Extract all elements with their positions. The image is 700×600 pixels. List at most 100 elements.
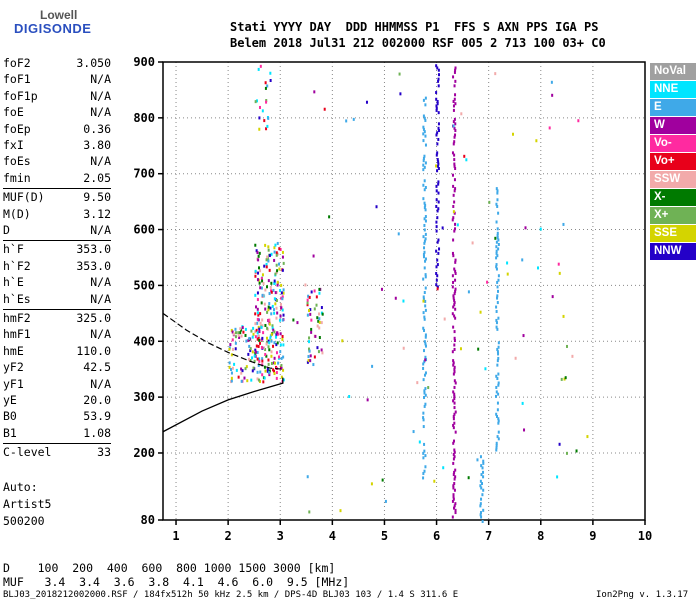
trace-point	[497, 211, 500, 215]
trace-point	[423, 228, 426, 232]
trace-point	[453, 488, 456, 492]
echo-point	[267, 279, 270, 283]
trace-point	[496, 414, 499, 418]
trace-point	[437, 129, 440, 133]
trace-point	[424, 143, 427, 147]
echo-point	[263, 264, 266, 268]
trace-point	[453, 162, 456, 166]
echo-point	[321, 312, 324, 316]
param-value: N/A	[90, 88, 111, 103]
echo-point	[467, 290, 470, 294]
echo-point	[275, 371, 278, 375]
param-row: h`Es N/A	[3, 292, 111, 308]
trace-point	[452, 414, 455, 418]
trace-point	[453, 455, 456, 459]
echo-point	[521, 258, 524, 262]
echo-point	[281, 255, 284, 259]
echo-point	[282, 261, 285, 265]
param-row: yF1 N/A	[3, 377, 111, 393]
trace-point	[452, 390, 455, 394]
echo-point	[278, 318, 281, 322]
echo-point	[239, 327, 242, 331]
echo-point	[256, 251, 259, 255]
trace-point	[452, 497, 455, 501]
trace-point	[452, 193, 455, 197]
echo-point	[275, 306, 278, 310]
trace-point	[437, 238, 440, 242]
echo-point	[282, 355, 285, 359]
echo-point	[275, 316, 278, 320]
echo-point	[261, 359, 264, 363]
y-tick-label: 300	[133, 390, 155, 404]
trace-point	[422, 168, 425, 172]
echo-point	[306, 360, 309, 364]
param-row: yF2 42.5	[3, 360, 111, 376]
param-key: h`F	[3, 242, 24, 257]
trace-point	[495, 446, 498, 450]
trace-point	[453, 126, 456, 130]
param-row: B0 53.9	[3, 409, 111, 425]
echo-point	[255, 344, 258, 348]
trace-point	[454, 410, 457, 414]
trace-point	[436, 131, 439, 135]
echo-point	[443, 317, 446, 321]
echo-point	[231, 347, 234, 351]
echo-point	[270, 281, 273, 285]
trace-point	[454, 129, 457, 133]
param-value: 325.0	[76, 311, 111, 325]
trace-point	[480, 482, 483, 486]
trace-point	[496, 435, 499, 439]
echo-point	[270, 350, 273, 354]
trace-point	[422, 378, 425, 382]
echo-point	[315, 303, 318, 307]
trace-point	[436, 285, 439, 289]
trace-point	[423, 266, 426, 270]
echo-point	[488, 200, 491, 204]
trace-point	[437, 182, 440, 186]
trace-point	[451, 151, 454, 155]
param-value: 3.12	[83, 206, 111, 221]
trace-point	[422, 235, 425, 239]
echo-point	[564, 376, 567, 380]
echo-point	[539, 227, 542, 231]
echo-point	[463, 154, 466, 158]
echo-point	[308, 340, 311, 344]
trace-point	[423, 239, 426, 243]
echo-point	[310, 318, 313, 322]
trace-point	[496, 327, 499, 331]
echo-point	[242, 330, 245, 334]
trace-point	[424, 333, 427, 337]
echo-point	[267, 362, 270, 366]
echo-point	[251, 335, 254, 339]
trace-point	[423, 188, 426, 192]
trace-point	[454, 475, 457, 479]
param-row: hmF1 N/A	[3, 327, 111, 343]
echo-point	[234, 327, 237, 331]
echo-point	[282, 313, 285, 317]
echo-point	[258, 127, 261, 131]
echo-point	[318, 317, 321, 321]
trace-point	[453, 339, 456, 343]
echo-point	[479, 310, 482, 314]
trace-point	[495, 325, 498, 329]
legend-item-vo-: Vo+	[650, 153, 696, 170]
echo-point	[314, 334, 317, 338]
echo-point	[280, 375, 283, 379]
trace-point	[479, 455, 482, 459]
echo-point	[269, 306, 272, 310]
trace-point	[423, 250, 426, 254]
trace-point	[435, 278, 438, 282]
trace-point	[497, 316, 500, 320]
echo-point	[257, 325, 260, 329]
trace-point	[453, 336, 456, 340]
echo-point	[281, 337, 284, 341]
echo-point	[265, 342, 268, 346]
echo-point	[494, 236, 497, 240]
echo-point	[512, 132, 515, 136]
echo-point	[402, 346, 405, 350]
echo-point	[257, 363, 260, 367]
trace-point	[436, 274, 439, 278]
echo-point	[258, 281, 261, 285]
echo-point	[263, 119, 266, 123]
